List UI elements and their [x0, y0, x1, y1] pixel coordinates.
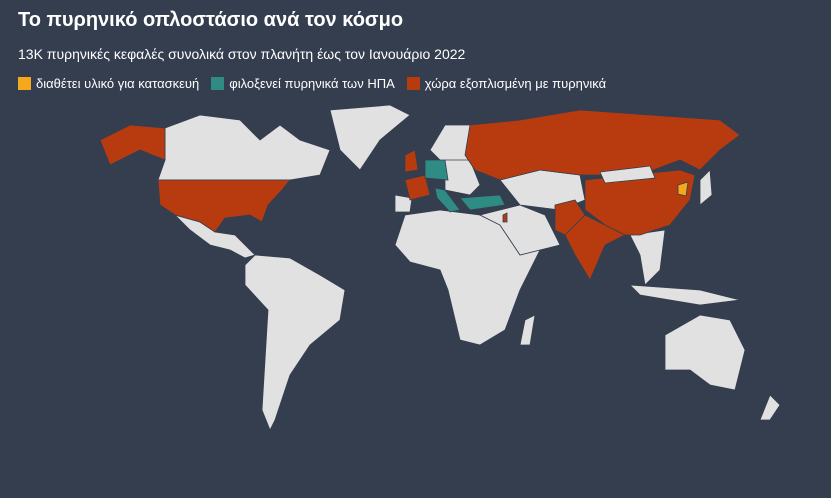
legend-item: διαθέτει υλικό για κατασκευή: [18, 76, 199, 91]
subtitle: 13K πυρηνικές κεφαλές συνολικά στον πλαν…: [18, 46, 466, 62]
legend: διαθέτει υλικό για κατασκευή φιλοξενεί πυ…: [18, 76, 618, 91]
region: [434, 187, 461, 213]
region: [404, 149, 419, 173]
region: [157, 179, 291, 233]
legend-label: φιλοξενεί πυρηνικά των ΗΠΑ: [229, 76, 395, 91]
legend-item: χώρα εξοπλισμένη με πυρηνικά: [406, 76, 607, 91]
region: [464, 109, 741, 181]
land: [444, 159, 481, 196]
region: [99, 124, 166, 166]
region: [677, 181, 689, 197]
land: [519, 314, 536, 346]
legend-swatch: [406, 77, 420, 90]
legend-item: φιλοξενεί πυρηνικά των ΗΠΑ: [211, 76, 395, 91]
region: [584, 169, 696, 236]
land: [394, 194, 413, 213]
legend-swatch: [211, 77, 225, 90]
land: [329, 104, 411, 171]
land: [599, 165, 656, 184]
land: [157, 114, 331, 181]
region: [404, 174, 431, 201]
land: [244, 254, 346, 431]
region: [564, 214, 626, 281]
legend-swatch: [18, 77, 31, 90]
land: [759, 394, 781, 421]
land: [628, 284, 741, 306]
region: [502, 212, 508, 223]
region: [424, 159, 449, 181]
title: Το πυρηνικό οπλοστάσιο ανά τον κόσμο: [18, 9, 404, 31]
land: [699, 169, 713, 206]
legend-label: διαθέτει υλικό για κατασκευή: [36, 76, 200, 91]
land: [478, 204, 561, 256]
region: [459, 194, 506, 211]
legend-label: χώρα εξοπλισμένη με πυρηνικά: [424, 76, 607, 91]
land: [664, 314, 746, 391]
land: [629, 229, 666, 286]
land: [429, 124, 471, 166]
